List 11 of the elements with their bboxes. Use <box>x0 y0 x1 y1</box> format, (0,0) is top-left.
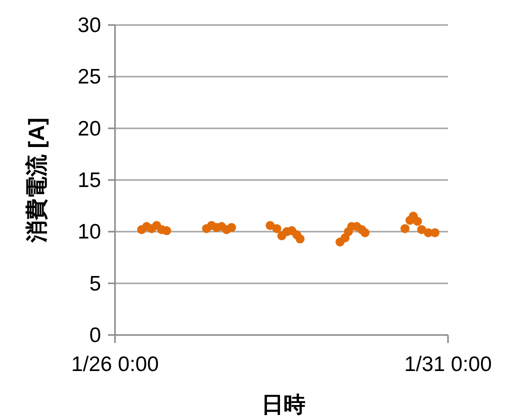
y-axis-title: 消費電流 [A] <box>24 118 49 244</box>
y-tick-label: 20 <box>78 117 101 140</box>
y-tick-label: 30 <box>78 14 101 37</box>
y-tick-label: 10 <box>78 220 101 244</box>
x-tick-label: 1/31 0:00 <box>404 353 492 376</box>
y-tick-label: 25 <box>78 66 101 89</box>
x-axis-title: 日時 <box>262 392 306 417</box>
y-tick-label: 5 <box>89 272 101 296</box>
y-tick-label: 15 <box>78 169 101 192</box>
y-tick-label: 0 <box>89 324 101 347</box>
x-tick-label: 1/26 0:00 <box>71 353 159 376</box>
